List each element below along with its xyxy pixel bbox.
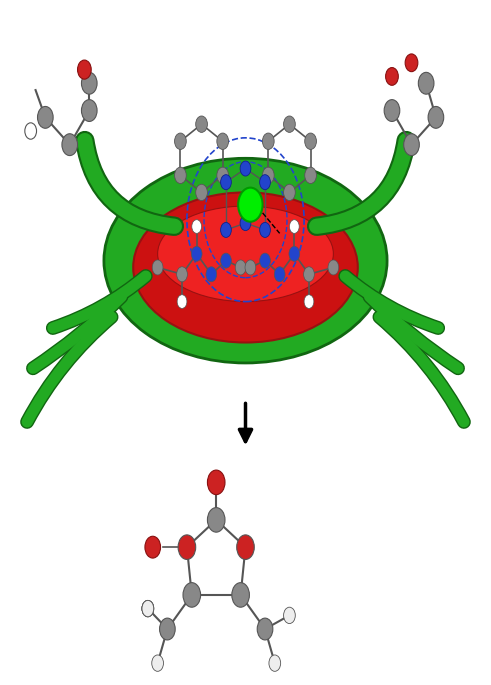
Circle shape: [177, 295, 187, 308]
Circle shape: [269, 655, 281, 671]
Circle shape: [263, 133, 274, 149]
Circle shape: [82, 99, 97, 121]
Circle shape: [305, 133, 316, 149]
Circle shape: [240, 216, 251, 231]
Circle shape: [284, 116, 295, 132]
Circle shape: [263, 167, 274, 184]
Circle shape: [217, 133, 228, 149]
Circle shape: [152, 260, 163, 275]
Circle shape: [183, 583, 201, 607]
Circle shape: [178, 535, 196, 560]
Circle shape: [305, 167, 316, 184]
Circle shape: [191, 247, 202, 261]
Circle shape: [196, 116, 207, 132]
Circle shape: [232, 583, 249, 607]
Circle shape: [152, 655, 164, 671]
Circle shape: [240, 161, 251, 176]
Circle shape: [304, 295, 314, 308]
Circle shape: [289, 220, 299, 234]
Circle shape: [405, 54, 418, 72]
Circle shape: [206, 266, 217, 282]
Circle shape: [428, 106, 444, 128]
Circle shape: [217, 167, 228, 184]
Circle shape: [289, 247, 300, 261]
Circle shape: [175, 133, 186, 149]
Circle shape: [220, 253, 231, 268]
Circle shape: [160, 618, 175, 640]
Ellipse shape: [158, 206, 333, 301]
Circle shape: [175, 167, 186, 184]
Circle shape: [207, 508, 225, 532]
Circle shape: [238, 188, 263, 222]
Circle shape: [25, 123, 36, 139]
Circle shape: [220, 223, 231, 238]
Circle shape: [328, 260, 339, 275]
Circle shape: [418, 73, 434, 94]
Circle shape: [284, 184, 295, 201]
Circle shape: [260, 175, 271, 190]
Circle shape: [78, 60, 91, 79]
Circle shape: [207, 470, 225, 495]
Circle shape: [62, 134, 78, 155]
Circle shape: [177, 266, 188, 282]
Circle shape: [142, 600, 154, 616]
Circle shape: [142, 600, 154, 616]
Circle shape: [142, 600, 154, 616]
Circle shape: [192, 220, 202, 234]
Circle shape: [257, 618, 273, 640]
Circle shape: [303, 266, 314, 282]
Circle shape: [404, 134, 419, 155]
Circle shape: [274, 266, 285, 282]
Circle shape: [385, 68, 398, 86]
Circle shape: [196, 184, 207, 201]
Ellipse shape: [104, 158, 387, 363]
Circle shape: [235, 260, 246, 275]
Circle shape: [37, 106, 53, 128]
Circle shape: [220, 175, 231, 190]
Circle shape: [82, 73, 97, 94]
Circle shape: [260, 223, 271, 238]
Ellipse shape: [133, 192, 358, 342]
Circle shape: [142, 600, 154, 616]
Circle shape: [145, 536, 161, 558]
Circle shape: [245, 260, 256, 275]
Circle shape: [237, 535, 254, 560]
Circle shape: [260, 253, 271, 268]
Circle shape: [284, 607, 295, 623]
Circle shape: [384, 99, 400, 121]
